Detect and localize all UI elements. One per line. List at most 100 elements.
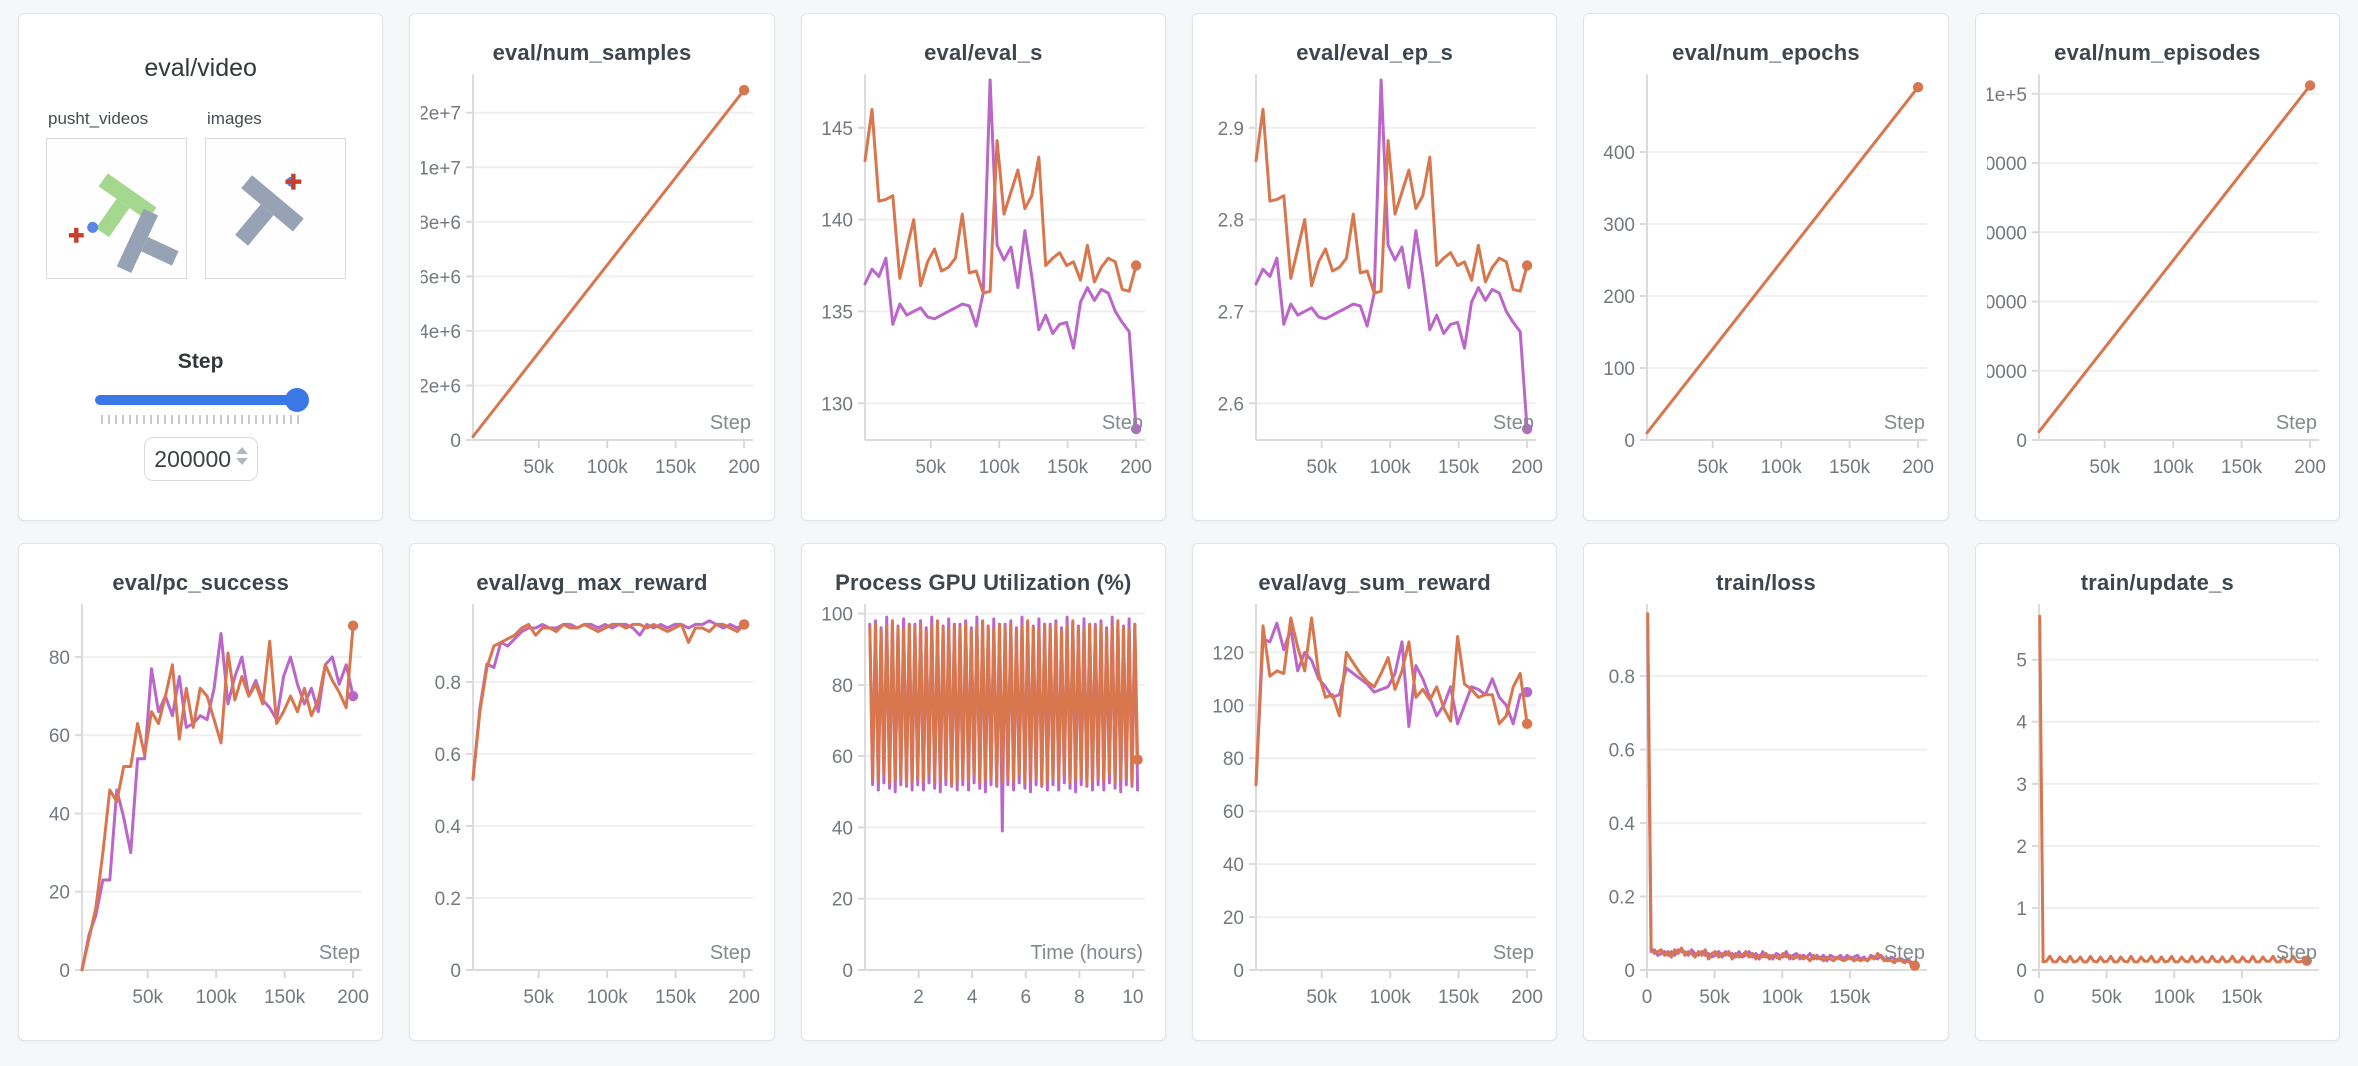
svg-text:0.2: 0.2 [1609, 888, 1635, 909]
chart-title: eval/pc_success [112, 570, 290, 595]
svg-text:400: 400 [1604, 143, 1636, 164]
svg-text:300: 300 [1604, 215, 1636, 236]
svg-text:4: 4 [967, 987, 978, 1008]
svg-text:0: 0 [1625, 431, 1636, 452]
svg-text:2.9: 2.9 [1218, 119, 1244, 140]
slider-thumb[interactable] [284, 388, 309, 412]
chart-plot[interactable]: 2.6 2.7 2.8 2.9 50k 100k 150k 200 Step [1204, 68, 1545, 498]
step-input-wrap [143, 437, 258, 481]
svg-text:6e+6: 6e+6 [421, 267, 461, 288]
svg-text:200: 200 [1511, 987, 1543, 1008]
svg-text:0.4: 0.4 [1609, 814, 1636, 835]
svg-text:Step: Step [319, 942, 360, 964]
chart-title: eval/num_episodes [2054, 40, 2261, 65]
svg-text:200: 200 [1511, 457, 1543, 478]
svg-text:50k: 50k [2091, 987, 2122, 1008]
svg-text:150k: 150k [1829, 457, 1871, 478]
svg-text:20: 20 [832, 890, 853, 911]
svg-text:80: 80 [49, 648, 70, 669]
panel-eval-num-episodes: eval/num_episodes 0 20000 40000 60000 80000 1… [1974, 13, 2340, 521]
panel-gpu-utilization: Process GPU Utilization (%) 0 20 40 60 80 100… [800, 543, 1166, 1041]
svg-text:60: 60 [49, 726, 70, 747]
svg-text:Step: Step [1884, 942, 1925, 964]
chart-plot[interactable]: 0 20 40 60 80 50k 100k 150k 200 Step [30, 598, 371, 1028]
chart-plot[interactable]: 0 20000 40000 60000 80000 1e+5 50k 100k 150k 200 S… [1987, 68, 2328, 498]
svg-text:130: 130 [821, 394, 853, 415]
svg-text:200: 200 [1604, 287, 1636, 308]
images-thumbnail[interactable] [205, 138, 346, 279]
panel-eval-video: eval/video pusht_videos [18, 13, 384, 521]
svg-text:8e+6: 8e+6 [421, 213, 461, 234]
svg-text:150k: 150k [2221, 987, 2263, 1008]
panel-eval-avg-sum-reward: eval/avg_sum_reward 0 20 40 60 80 100 120 50k 10… [1192, 543, 1558, 1041]
svg-text:100: 100 [1212, 696, 1244, 717]
chart-title: eval/num_samples [492, 40, 692, 65]
svg-text:40: 40 [49, 805, 70, 826]
chart-title: eval/avg_max_reward [476, 570, 708, 595]
svg-text:Step: Step [710, 942, 751, 964]
goal-cross-icon [68, 227, 84, 243]
step-slider[interactable] [94, 388, 309, 412]
slider-track[interactable] [94, 395, 307, 405]
svg-text:0: 0 [451, 961, 462, 982]
svg-text:100: 100 [821, 605, 853, 626]
chart-plot[interactable]: 0 20 40 60 80 100 2 4 6 8 10 Time (hours) [813, 598, 1154, 1028]
svg-text:120: 120 [1212, 643, 1244, 664]
svg-text:1e+7: 1e+7 [421, 158, 461, 179]
goal-cross-icon [285, 173, 302, 190]
svg-text:145: 145 [821, 119, 853, 140]
svg-text:50k: 50k [1307, 457, 1338, 478]
svg-text:50k: 50k [2089, 457, 2120, 478]
svg-text:150k: 150k [1047, 457, 1089, 478]
step-down-icon[interactable] [235, 458, 248, 465]
chart-title: Process GPU Utilization (%) [835, 570, 1132, 595]
svg-text:4e+6: 4e+6 [421, 322, 461, 343]
svg-text:4: 4 [2016, 713, 2027, 734]
stepper-arrows-icon[interactable] [235, 447, 248, 465]
svg-text:0: 0 [842, 961, 853, 982]
svg-text:50k: 50k [1700, 987, 1731, 1008]
svg-text:0: 0 [451, 431, 462, 452]
svg-text:2: 2 [2016, 837, 2027, 858]
svg-text:50k: 50k [1307, 987, 1338, 1008]
chart-plot[interactable]: 0 20 40 60 80 100 120 50k 100k 150k 200 Step [1204, 598, 1545, 1028]
svg-text:20: 20 [1223, 908, 1244, 929]
svg-text:3: 3 [2016, 775, 2027, 796]
svg-text:100k: 100k [196, 987, 238, 1008]
svg-text:50k: 50k [524, 987, 555, 1008]
svg-text:200: 200 [729, 457, 761, 478]
svg-text:150k: 150k [2221, 457, 2263, 478]
svg-text:100: 100 [1604, 359, 1636, 380]
svg-text:Step: Step [710, 412, 751, 434]
svg-text:0: 0 [1234, 961, 1245, 982]
svg-text:50k: 50k [1698, 457, 1729, 478]
svg-text:40: 40 [832, 818, 853, 839]
chart-plot[interactable]: 0 1 2 3 4 5 0 50k 100k 150k Step [1987, 598, 2328, 1028]
svg-text:Step: Step [2276, 412, 2317, 434]
svg-text:1.2e+7: 1.2e+7 [421, 104, 461, 125]
chart-plot[interactable]: 0 0.2 0.4 0.6 0.8 50k 100k 150k 200 Step [421, 598, 762, 1028]
green-t-shape [96, 173, 157, 238]
svg-text:150k: 150k [655, 457, 697, 478]
step-up-icon[interactable] [235, 447, 248, 454]
chart-title: eval/eval_s [924, 40, 1043, 65]
svg-text:2.6: 2.6 [1218, 394, 1244, 415]
slider-tick-ruler [100, 415, 301, 424]
pusht-video-thumbnail[interactable] [46, 138, 187, 279]
step-slider-block: Step [19, 350, 382, 481]
chart-plot[interactable]: 130 135 140 145 50k 100k 150k 200 Step [813, 68, 1154, 498]
chart-plot[interactable]: 0 2e+6 4e+6 6e+6 8e+6 1e+7 1.2e+7 50k 100k 150k 20… [421, 68, 762, 498]
chart-plot[interactable]: 0 100 200 300 400 50k 100k 150k 200 Step [1595, 68, 1936, 498]
svg-text:Step: Step [1493, 412, 1534, 434]
svg-text:60000: 60000 [1987, 223, 2027, 244]
panel-eval-avg-max-reward: eval/avg_max_reward 0 0.2 0.4 0.6 0.8 50k 100k… [409, 543, 775, 1041]
svg-text:150k: 150k [1438, 457, 1480, 478]
chart-plot[interactable]: 0 0.2 0.4 0.6 0.8 0 50k 100k 150k Step [1595, 598, 1936, 1028]
svg-text:0: 0 [60, 961, 71, 982]
svg-text:0.6: 0.6 [435, 745, 461, 766]
svg-text:2: 2 [913, 987, 924, 1008]
svg-text:100k: 100k [1762, 987, 1804, 1008]
media-panel-title: eval/video [144, 54, 257, 82]
panel-train-update-s: train/update_s 0 1 2 3 4 5 0 50k 100k 150k Step [1974, 543, 2340, 1041]
media-label: images [207, 109, 262, 128]
